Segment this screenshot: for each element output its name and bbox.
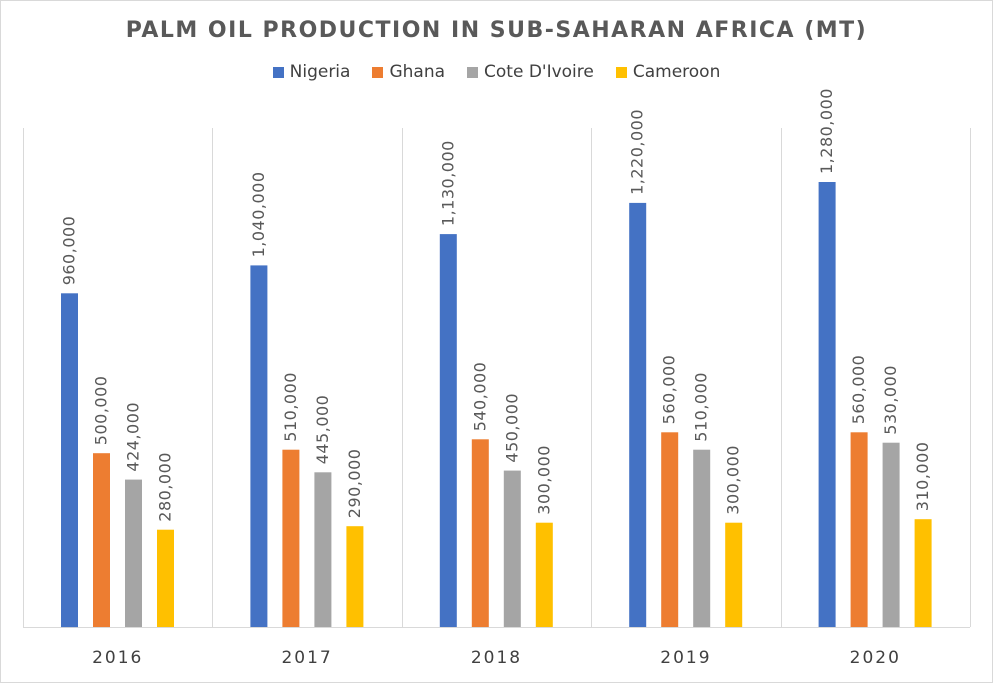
bar-nigeria-2016[interactable] (61, 293, 78, 628)
bar-nigeria-2020[interactable] (818, 182, 836, 627)
legend-swatch-nigeria (272, 66, 284, 78)
legend-swatch-cameroon (615, 66, 627, 78)
legend-label-cote-divoire: Cote D'Ivoire (484, 62, 594, 82)
data-label-nigeria-2019: 1,220,000 (628, 109, 647, 195)
x-tick-label-2020: 2020 (850, 648, 901, 668)
data-label-cameroon-2019: 300,000 (724, 445, 743, 515)
bar-nigeria-2019[interactable] (629, 202, 647, 627)
legend-swatch-ghana (372, 66, 384, 78)
data-label-cote-d-ivoire-2018: 450,000 (502, 393, 521, 463)
bar-cameroon-2020[interactable] (914, 519, 932, 627)
data-label-cote-d-ivoire-2020: 530,000 (881, 365, 900, 435)
bar-cote-d-ivoire-2017[interactable] (314, 472, 332, 627)
bar-ghana-2016[interactable] (93, 453, 110, 627)
data-label-cameroon-2018: 300,000 (534, 445, 553, 515)
bar-nigeria-2018[interactable] (439, 234, 457, 627)
x-tick-label-2019: 2019 (660, 648, 711, 668)
bar-ghana-2017[interactable] (282, 449, 300, 627)
bar-cameroon-2016[interactable] (157, 529, 174, 627)
legend: Nigeria Ghana Cote D'Ivoire Cameroon (0, 62, 993, 82)
data-label-nigeria-2017: 1,040,000 (249, 171, 268, 257)
data-label-nigeria-2018: 1,130,000 (438, 140, 457, 226)
bar-ghana-2018[interactable] (471, 439, 489, 627)
legend-label-cameroon: Cameroon (632, 62, 721, 82)
bar-nigeria-2017[interactable] (250, 265, 268, 627)
data-label-cote-d-ivoire-2017: 445,000 (313, 395, 332, 465)
legend-item-cote-divoire[interactable]: Cote D'Ivoire (467, 62, 594, 82)
bar-cote-d-ivoire-2018[interactable] (503, 470, 521, 627)
data-label-nigeria-2020: 1,280,000 (817, 88, 836, 174)
legend-item-cameroon[interactable]: Cameroon (615, 62, 721, 82)
data-label-nigeria-2016: 960,000 (60, 216, 79, 286)
legend-item-nigeria[interactable]: Nigeria (272, 62, 351, 82)
bar-cameroon-2019[interactable] (725, 522, 743, 627)
bar-cote-d-ivoire-2019[interactable] (693, 449, 711, 627)
chart-title: PALM OIL PRODUCTION IN SUB-SAHARAN AFRIC… (125, 18, 868, 43)
legend-label-nigeria: Nigeria (289, 62, 351, 82)
data-label-cote-d-ivoire-2016: 424,000 (124, 402, 143, 472)
data-label-ghana-2017: 510,000 (281, 372, 300, 442)
legend-item-ghana[interactable]: Ghana (372, 62, 445, 82)
bar-cote-d-ivoire-2016[interactable] (125, 479, 142, 627)
data-label-ghana-2018: 540,000 (470, 362, 489, 432)
legend-swatch-cote-divoire (467, 66, 479, 78)
bar-cameroon-2017[interactable] (346, 526, 364, 627)
bar-ghana-2020[interactable] (850, 432, 868, 627)
x-tick-label-2018: 2018 (471, 648, 522, 668)
data-label-ghana-2016: 500,000 (92, 376, 111, 446)
data-label-cameroon-2017: 290,000 (345, 449, 364, 519)
data-label-cameroon-2020: 310,000 (913, 442, 932, 512)
x-tick-label-2017: 2017 (281, 648, 332, 668)
data-label-cameroon-2016: 280,000 (156, 452, 175, 522)
data-label-ghana-2020: 560,000 (849, 355, 868, 425)
legend-label-ghana: Ghana (389, 62, 446, 82)
bar-cote-d-ivoire-2020[interactable] (882, 442, 900, 627)
data-label-ghana-2019: 560,000 (660, 355, 679, 425)
bar-cameroon-2018[interactable] (535, 522, 553, 627)
x-tick-label-2016: 2016 (92, 648, 143, 668)
bar-ghana-2019[interactable] (661, 432, 679, 627)
data-label-cote-d-ivoire-2019: 510,000 (692, 372, 711, 442)
